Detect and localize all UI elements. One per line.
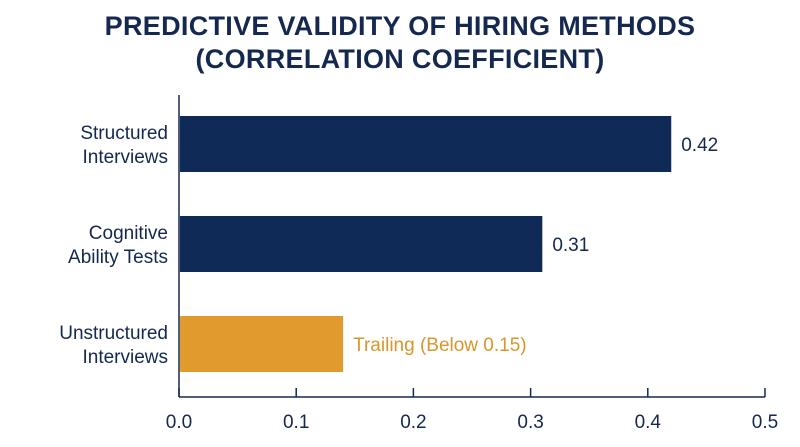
chart-title: PREDICTIVE VALIDITY OF HIRING METHODS (C… (0, 10, 800, 76)
category-label-0-line-1: Interviews (82, 147, 168, 168)
x-tick-label-3: 0.3 (517, 412, 543, 433)
x-tick-label-2: 0.2 (400, 412, 426, 433)
category-label-1: Cognitive Ability Tests (68, 223, 168, 268)
category-label-0: Structured Interviews (80, 123, 168, 168)
x-tick-label-0: 0.0 (166, 412, 192, 433)
bar-1 (180, 216, 543, 272)
chart-title-line-2: (CORRELATION COEFFICIENT) (195, 44, 605, 74)
bar-2 (180, 316, 344, 372)
category-label-2: Unstructured Interviews (59, 323, 168, 368)
category-label-2-line-0: Unstructured (59, 323, 168, 344)
value-label-0: 0.42 (681, 135, 718, 156)
category-label-1-line-0: Cognitive (89, 223, 168, 244)
category-label-2-line-1: Interviews (82, 347, 168, 368)
x-tick-label-4: 0.4 (635, 412, 662, 433)
chart-title-line-1: PREDICTIVE VALIDITY OF HIRING METHODS (104, 11, 696, 41)
category-label-1-line-1: Ability Tests (68, 247, 168, 268)
value-label-2: Trailing (Below 0.15) (353, 335, 527, 356)
x-tick-label-5: 0.5 (752, 412, 778, 433)
bar-0 (180, 116, 672, 172)
x-tick-label-1: 0.1 (283, 412, 309, 433)
category-label-0-line-0: Structured (80, 123, 168, 144)
value-label-1: 0.31 (552, 235, 589, 256)
